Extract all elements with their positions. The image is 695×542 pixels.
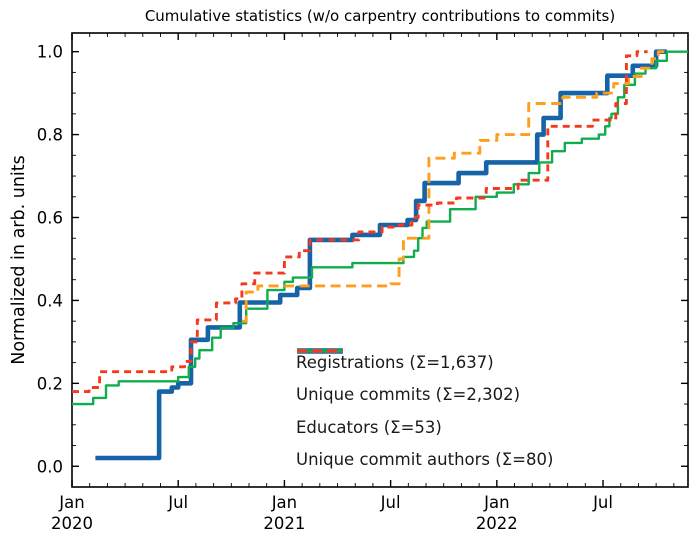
axes-frame	[71, 32, 689, 488]
x-tick-label: Jan	[483, 493, 509, 512]
x-tick-label: Jul	[167, 493, 188, 512]
chart-title: Cumulative statistics (w/o carpentry con…	[144, 7, 616, 25]
unique-commit-authors-line-swatch	[297, 349, 343, 353]
y-tick-label: 0.6	[37, 209, 63, 228]
y-axis-label: Normalized in arb. units	[9, 155, 29, 365]
y-tick-label: 0.8	[37, 126, 63, 145]
legend: Registrations (Σ=1,637) Unique commits (…	[296, 346, 553, 476]
x-tick-label: Jan	[271, 493, 297, 512]
legend-item-unique-commit-authors: Unique commit authors (Σ=80)	[296, 349, 554, 477]
series-line-unique-commits	[72, 50, 688, 406]
y-tick-label: 1.0	[37, 43, 63, 62]
x-tick-label: Jan	[58, 493, 84, 512]
y-tick-label: 0.0	[37, 457, 63, 476]
x-tick-label: Jul	[592, 493, 613, 512]
legend-label: Unique commits (Σ=2,302)	[296, 385, 521, 405]
y-tick-label: 0.2	[37, 374, 63, 393]
legend-label: Educators (Σ=53)	[296, 417, 442, 437]
series-line-unique-commit-authors	[72, 50, 648, 394]
legend-item-unique-commits: Unique commits (Σ=2,302)	[296, 349, 553, 412]
x-tick-year-label: 2022	[476, 514, 518, 533]
series-line-educators	[241, 50, 665, 323]
x-tick-year-label: 2020	[51, 514, 93, 533]
legend-item-educators: Educators (Σ=53)	[296, 349, 553, 444]
x-tick-year-label: 2021	[263, 514, 305, 533]
legend-label: Registrations (Σ=1,637)	[296, 352, 494, 372]
y-tick-label: 0.4	[37, 291, 63, 310]
legend-label: Unique commit authors (Σ=80)	[296, 450, 554, 470]
x-tick-label: Jul	[380, 493, 401, 512]
